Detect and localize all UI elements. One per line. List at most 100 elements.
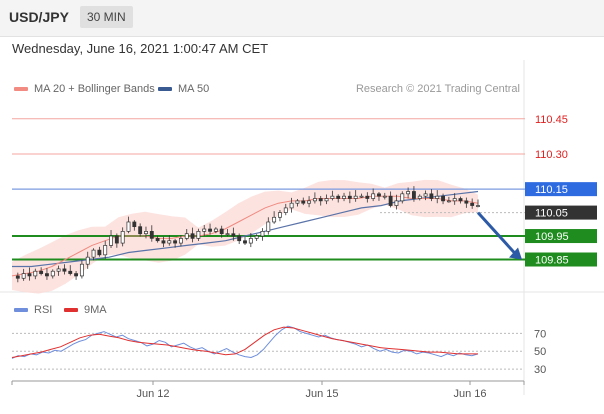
- candle-body: [266, 221, 271, 232]
- candle-body: [441, 195, 445, 202]
- credit-label: Research © 2021 Trading Central: [355, 83, 520, 95]
- candle-body: [50, 270, 55, 277]
- candle-body: [225, 233, 230, 236]
- candle-body: [33, 270, 38, 277]
- candle-body: [446, 200, 451, 203]
- candle-body: [237, 235, 242, 242]
- candle-body: [190, 233, 195, 239]
- candle-body: [85, 256, 90, 265]
- candle-body: [394, 200, 399, 206]
- price-level-label-110-30: 110.30: [535, 149, 568, 161]
- candle-body: [307, 200, 312, 204]
- candle-body: [330, 195, 335, 199]
- legend-ma50: MA 50: [158, 83, 209, 95]
- price-level-label-110-45: 110.45: [535, 114, 568, 126]
- candle-body: [144, 231, 148, 235]
- candle-body: [283, 207, 288, 213]
- rsi-tick-50: 50: [534, 346, 546, 358]
- candle-body: [155, 238, 160, 242]
- candle-body: [79, 263, 84, 277]
- candle-body: [103, 245, 108, 256]
- ma20-line: [11, 195, 479, 277]
- candle-body: [149, 231, 154, 239]
- candle-body: [388, 195, 393, 206]
- candle-body: [435, 195, 440, 199]
- candle-body: [243, 240, 247, 244]
- candle-body: [114, 235, 119, 244]
- candle-body: [173, 240, 178, 244]
- candle-body: [248, 238, 253, 244]
- candle-body: [272, 216, 277, 223]
- candle-body: [120, 231, 125, 244]
- candle-body: [27, 273, 32, 277]
- candle-body: [231, 233, 236, 237]
- candle-body: [295, 200, 300, 204]
- candle-body: [458, 198, 463, 202]
- price-level-label-110-05: 110.05: [535, 208, 568, 220]
- candle-body: [411, 191, 416, 199]
- candle-body: [423, 193, 428, 197]
- candle-body: [324, 198, 329, 202]
- candle-body: [312, 198, 317, 202]
- candle-body: [400, 193, 405, 202]
- candle-body: [254, 235, 259, 239]
- ma20-swatch: [14, 87, 28, 92]
- datetime-label: Wednesday, June 16, 2021 1:00:47 AM CET: [12, 41, 269, 56]
- price-level-tag-110-05: [525, 205, 597, 220]
- price-level-label-109-85: 109.85: [535, 255, 569, 267]
- legend-rsi: RSI: [14, 304, 52, 316]
- price-level-tag-110-15: [525, 182, 597, 197]
- candle-body: [365, 195, 370, 199]
- candle-body: [318, 198, 323, 202]
- x-tick-label: Jun 12: [136, 388, 169, 400]
- candle-body: [452, 198, 457, 202]
- candle-body: [132, 221, 137, 228]
- rsi-tick-70: 70: [534, 328, 546, 340]
- rsi-tick-30: 30: [534, 364, 546, 376]
- chart-header: USD/JPY 30 MIN: [0, 0, 604, 37]
- candle-body: [21, 273, 26, 279]
- legend-rsi-label: RSI: [34, 304, 53, 316]
- candle-body: [371, 193, 376, 199]
- price-level-tag-109-85: [525, 252, 597, 267]
- legend-ma20: MA 20 + Bollinger Bands: [14, 83, 155, 95]
- candle-body: [213, 228, 218, 232]
- price-level-label-110-15: 110.15: [535, 184, 568, 196]
- candle-body: [56, 268, 61, 272]
- candle-body: [406, 191, 411, 195]
- candles-group: [15, 186, 480, 283]
- candle-body: [476, 205, 480, 207]
- legend-9ma-label: 9MA: [84, 304, 107, 316]
- candle-body: [417, 195, 422, 199]
- candle-body: [126, 221, 131, 232]
- candle-body: [39, 270, 44, 274]
- candle-body: [289, 202, 294, 209]
- candle-body: [347, 195, 352, 199]
- price-level-label-109-95: 109.95: [535, 231, 569, 243]
- candle-body: [97, 249, 102, 256]
- candle-body: [161, 240, 166, 244]
- ma50-swatch: [158, 87, 172, 92]
- candle-body: [45, 273, 49, 277]
- candle-body: [62, 268, 67, 272]
- timeframe-button[interactable]: 30 MIN: [80, 6, 133, 28]
- x-tick-label: Jun 15: [305, 388, 338, 400]
- x-tick-label: Jun 16: [453, 388, 486, 400]
- candle-body: [342, 195, 346, 199]
- candle-body: [208, 228, 212, 232]
- rsi-9ma-line: [11, 326, 478, 358]
- candle-body: [109, 235, 113, 246]
- candle-body: [15, 275, 20, 279]
- candle-body: [91, 249, 96, 258]
- price-level-tag-109-95: [525, 229, 597, 244]
- rsi-line: [11, 325, 479, 359]
- candle-body: [278, 212, 282, 218]
- candle-body: [178, 238, 183, 244]
- candle-body: [184, 233, 189, 239]
- candle-body: [429, 193, 434, 199]
- forecast-arrow-shaft: [476, 211, 518, 256]
- candle-body: [260, 231, 265, 237]
- forecast-arrow-head: [509, 247, 522, 260]
- candle-body: [68, 270, 73, 274]
